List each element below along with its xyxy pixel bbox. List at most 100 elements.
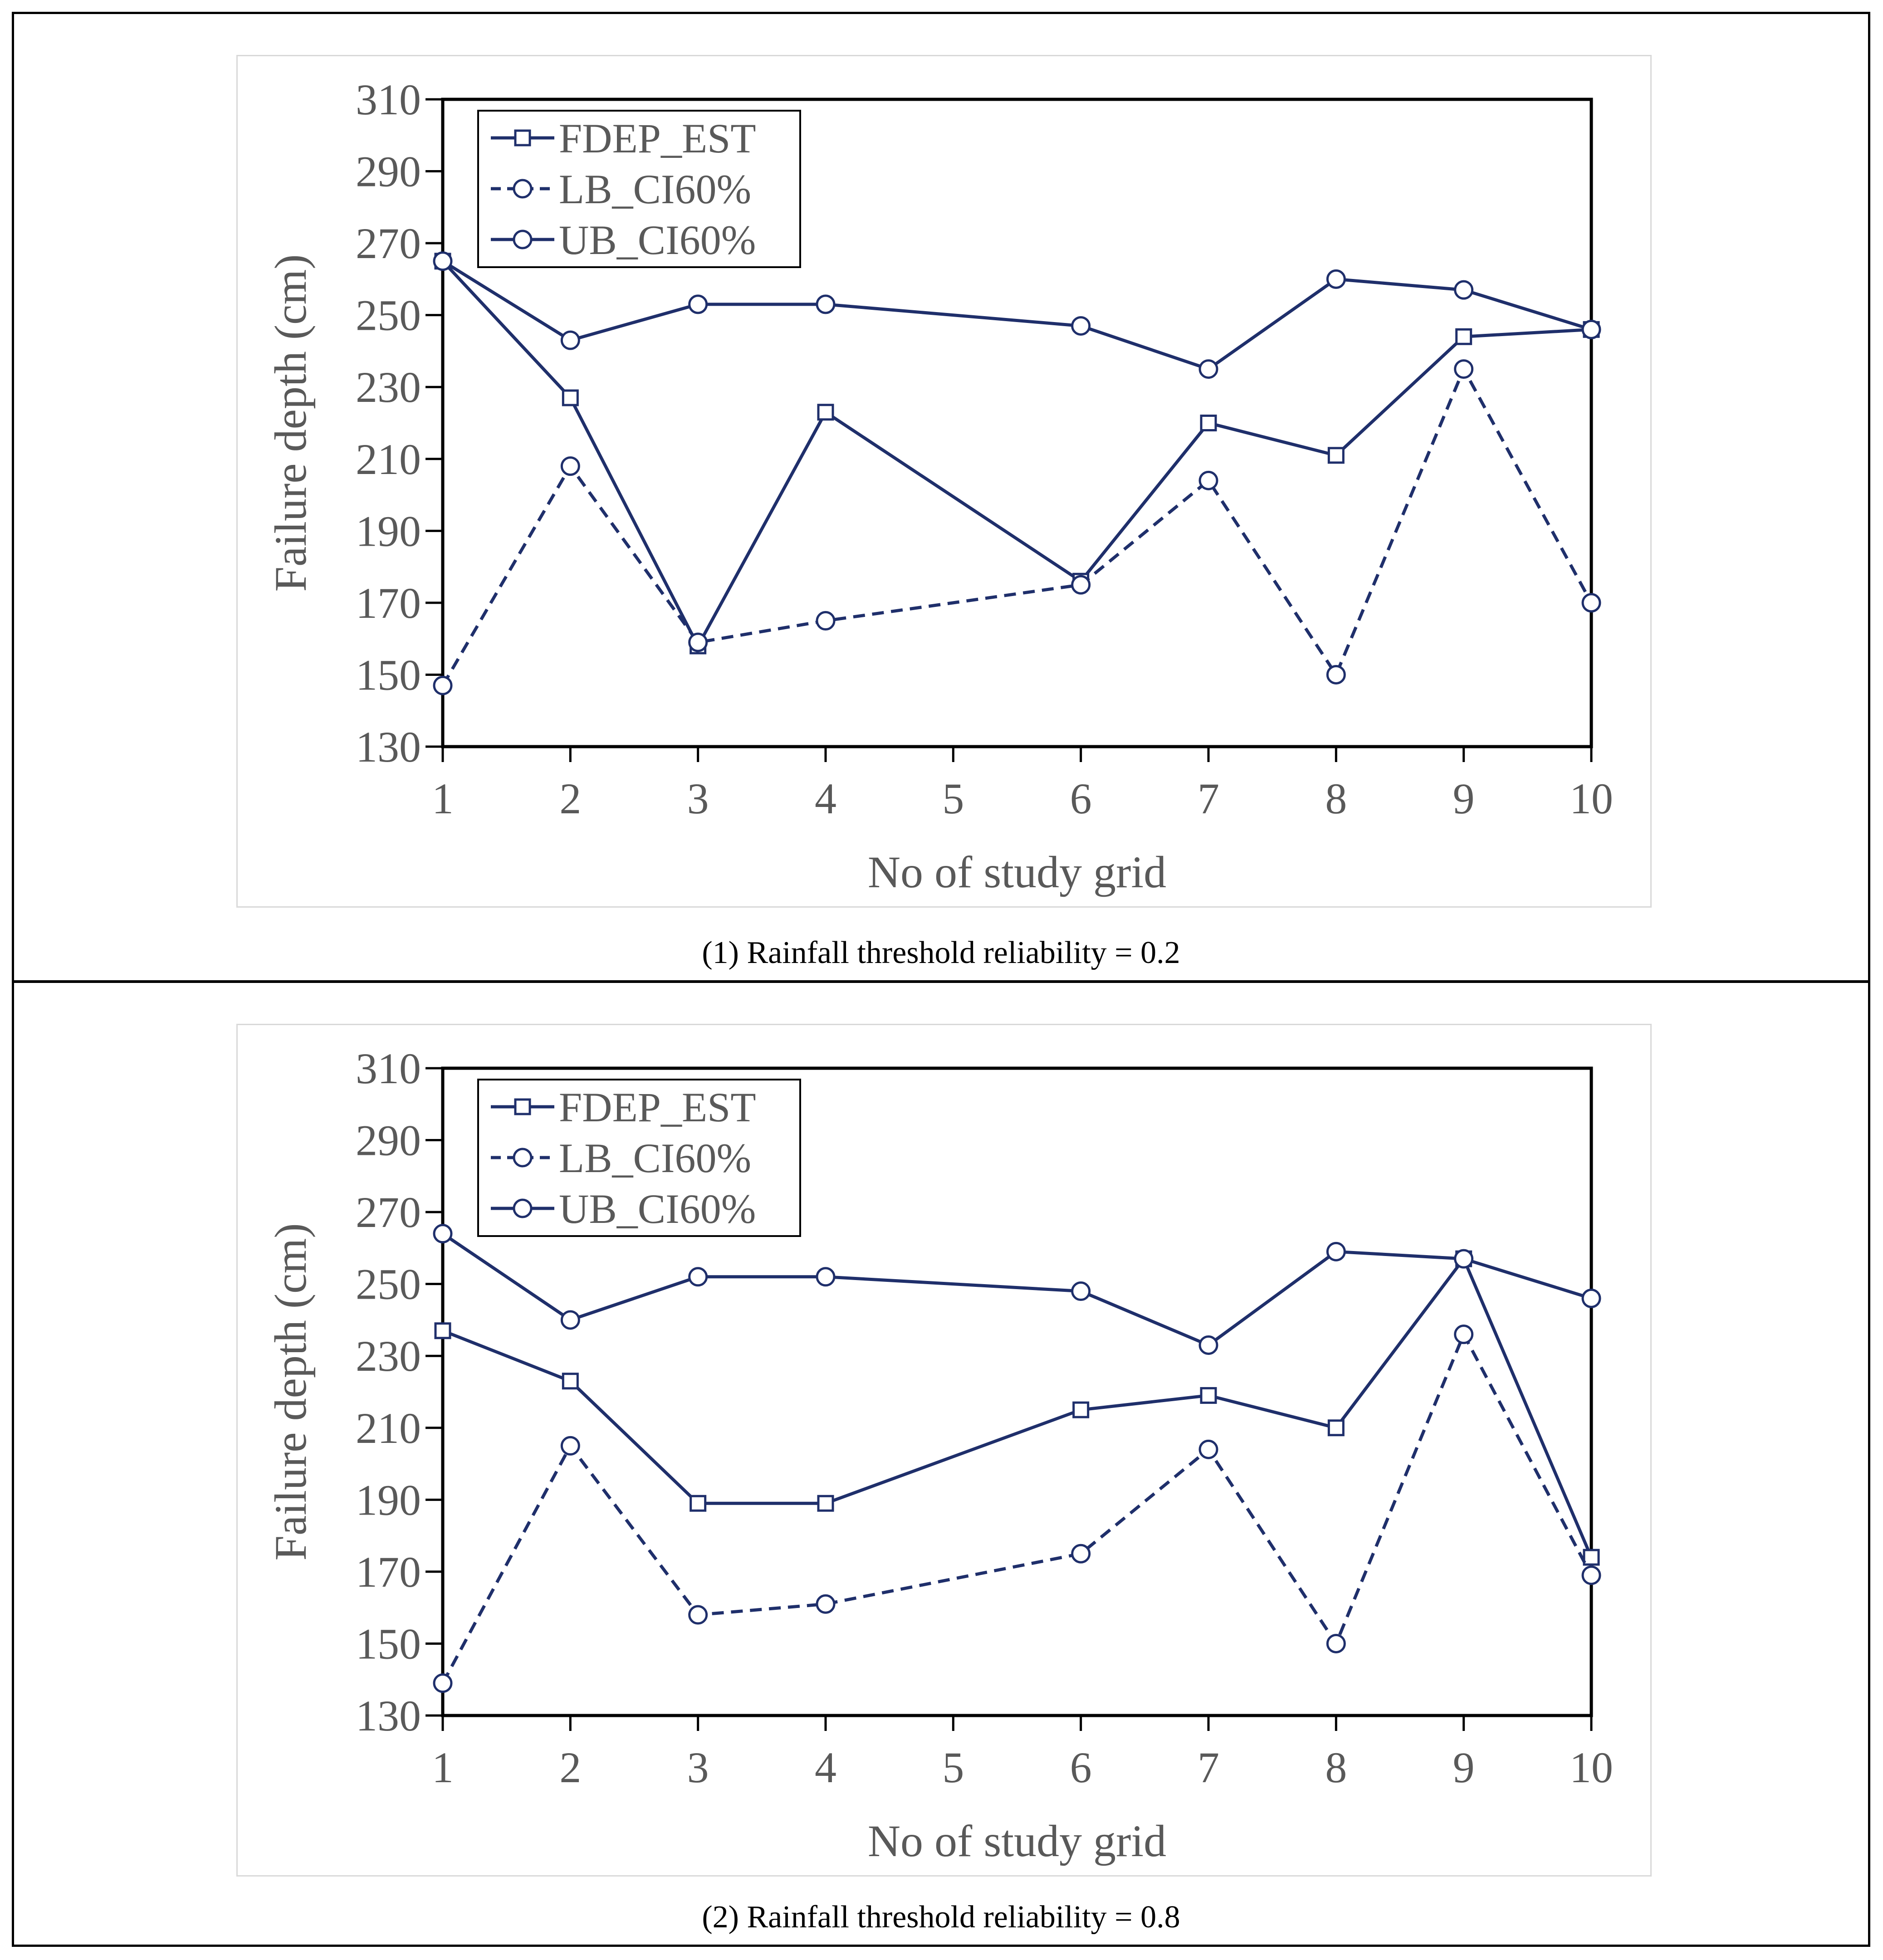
legend-marker-lb-ci60 <box>513 179 533 199</box>
x-tick-label: 4 <box>815 774 836 823</box>
data-point-lb-ci60 <box>816 611 836 631</box>
data-point-ub-ci60 <box>1454 1249 1474 1269</box>
x-tick-label: 5 <box>942 774 964 823</box>
data-point-ub-ci60 <box>1071 1281 1091 1301</box>
y-tick-label: 190 <box>356 507 421 555</box>
legend-label-fdep-est: FDEP_EST <box>559 1084 756 1130</box>
x-tick-label: 2 <box>559 774 581 823</box>
x-tick-label: 9 <box>1453 1743 1475 1792</box>
data-point-ub-ci60 <box>1581 319 1601 339</box>
data-point-lb-ci60 <box>1581 1565 1601 1585</box>
data-point-fdep-est <box>1327 447 1345 464</box>
data-point-lb-ci60 <box>816 1594 836 1614</box>
y-tick-label: 150 <box>356 1619 421 1668</box>
data-point-lb-ci60 <box>1326 1633 1346 1653</box>
x-tick-label: 6 <box>1070 1743 1092 1792</box>
data-point-ub-ci60 <box>560 1310 580 1330</box>
data-point-lb-ci60 <box>433 675 453 695</box>
y-axis-title: Failure depth (cm) <box>265 254 316 591</box>
y-tick-label: 210 <box>356 1404 421 1452</box>
x-tick-label: 8 <box>1325 1743 1347 1792</box>
data-point-ub-ci60 <box>816 1267 836 1287</box>
y-tick-label: 310 <box>356 1044 421 1093</box>
series-line-lb-ci60 <box>441 367 1593 686</box>
x-tick-label: 1 <box>432 1743 454 1792</box>
data-point-lb-ci60 <box>1581 593 1601 613</box>
y-tick-label: 290 <box>356 1116 421 1165</box>
y-tick-label: 230 <box>356 363 421 411</box>
data-point-ub-ci60 <box>1326 269 1346 289</box>
legend: FDEP_EST LB_CI60% UB_CI60% <box>477 1079 801 1237</box>
data-point-ub-ci60 <box>688 294 708 314</box>
legend-marker-ub-ci60 <box>513 1198 533 1218</box>
y-tick-label: 270 <box>356 219 421 268</box>
plot-area-frame <box>441 1066 1593 1717</box>
y-tick-label: 170 <box>356 1548 421 1596</box>
panel-caption-2: (2) Rainfall threshold reliability = 0.8 <box>702 1900 1180 1935</box>
series-line-ub-ci60 <box>442 259 1592 371</box>
data-point-fdep-est <box>434 1322 451 1339</box>
data-point-lb-ci60 <box>1326 665 1346 684</box>
x-tick-label: 7 <box>1198 1743 1219 1792</box>
data-point-ub-ci60 <box>816 294 836 314</box>
legend-marker-lb-ci60 <box>513 1148 533 1168</box>
data-point-fdep-est <box>1327 1419 1345 1437</box>
y-tick-label: 130 <box>356 723 421 771</box>
data-point-ub-ci60 <box>1454 280 1474 300</box>
data-point-ub-ci60 <box>1198 359 1218 379</box>
legend-marker-fdep-est <box>514 1098 531 1115</box>
y-tick-label: 130 <box>356 1691 421 1740</box>
data-point-fdep-est <box>690 1495 707 1512</box>
data-point-ub-ci60 <box>433 251 453 271</box>
y-tick-label: 150 <box>356 650 421 699</box>
x-tick-label: 8 <box>1325 774 1347 823</box>
data-point-ub-ci60 <box>1198 1335 1218 1355</box>
x-tick-label: 3 <box>687 1743 709 1792</box>
data-point-ub-ci60 <box>433 1224 453 1244</box>
data-point-lb-ci60 <box>1071 1544 1091 1564</box>
series-line-ub-ci60 <box>442 1232 1592 1347</box>
data-point-ub-ci60 <box>560 330 580 350</box>
legend-label-lb-ci60: LB_CI60% <box>559 166 751 212</box>
data-point-lb-ci60 <box>433 1673 453 1693</box>
data-point-ub-ci60 <box>1326 1241 1346 1261</box>
data-point-fdep-est <box>1200 415 1217 431</box>
data-point-lb-ci60 <box>560 1436 580 1456</box>
y-tick-label: 250 <box>356 291 421 340</box>
data-point-ub-ci60 <box>1071 316 1091 336</box>
legend-label-lb-ci60: LB_CI60% <box>559 1135 751 1181</box>
y-tick-label: 230 <box>356 1332 421 1380</box>
data-point-lb-ci60 <box>1454 359 1474 379</box>
figure-panel-1: 130 150 170 190 210 230 250 270 290 310 1 2 3 4 5 6 7 8 9 1… <box>12 12 1870 982</box>
x-axis-title: No of study grid <box>868 847 1166 897</box>
y-tick-label: 310 <box>356 75 421 124</box>
x-tick-label: 10 <box>1570 774 1613 823</box>
data-point-fdep-est <box>1200 1387 1217 1404</box>
legend-marker-fdep-est <box>514 129 531 147</box>
data-point-fdep-est <box>1455 328 1472 345</box>
y-tick-label: 290 <box>356 147 421 196</box>
y-tick-label: 270 <box>356 1188 421 1237</box>
figure-panel-2: 130 150 170 190 210 230 250 270 290 310 1 2 3 4 5 6 7 8 9 1… <box>12 981 1870 1947</box>
x-tick-label: 4 <box>815 1743 836 1792</box>
data-point-ub-ci60 <box>688 1267 708 1287</box>
y-axis-title: Failure depth (cm) <box>265 1223 316 1560</box>
data-point-lb-ci60 <box>1198 1439 1218 1459</box>
legend-label-ub-ci60: UB_CI60% <box>559 217 756 263</box>
x-tick-label: 7 <box>1198 774 1219 823</box>
data-point-lb-ci60 <box>1198 470 1218 490</box>
legend: FDEP_EST LB_CI60% UB_CI60% <box>477 110 801 268</box>
x-tick-label: 5 <box>942 1743 964 1792</box>
line-chart-2: 130 150 170 190 210 230 250 270 290 310 1 2 3 4 5 6 7 8 9 1… <box>265 1044 1613 1866</box>
legend-label-ub-ci60: UB_CI60% <box>559 1186 756 1232</box>
data-point-fdep-est <box>817 1495 834 1512</box>
legend-marker-ub-ci60 <box>513 230 533 249</box>
chart-container-1: 130 150 170 190 210 230 250 270 290 310 1 2 3 4 5 6 7 8 9 1… <box>236 55 1652 908</box>
series-line-fdep-est <box>441 260 1592 648</box>
data-point-fdep-est <box>562 389 579 406</box>
panel-caption-1: (1) Rainfall threshold reliability = 0.2 <box>702 935 1180 970</box>
data-point-lb-ci60 <box>560 456 580 476</box>
x-tick-label: 9 <box>1453 774 1475 823</box>
x-tick-label: 6 <box>1070 774 1092 823</box>
data-point-ub-ci60 <box>1581 1288 1601 1308</box>
